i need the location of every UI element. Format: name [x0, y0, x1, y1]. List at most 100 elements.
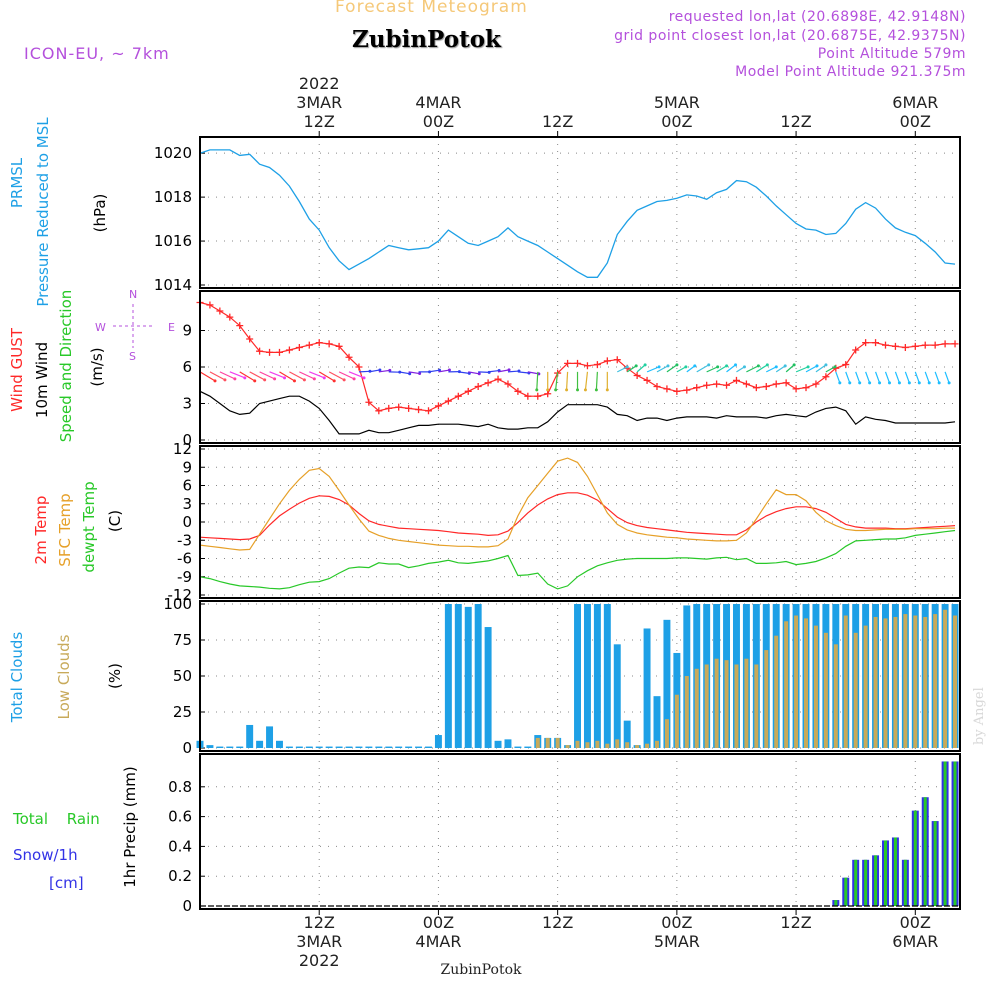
- top-time-label: 2022: [299, 74, 340, 93]
- wind-arrow-head: [838, 381, 842, 385]
- total-cloud-bar: [444, 604, 452, 748]
- compass-south: S: [129, 350, 136, 363]
- wind-arrow: [536, 371, 539, 390]
- gust-marker: [464, 387, 472, 395]
- gust-marker: [842, 361, 850, 369]
- total-cloud-bar: [385, 746, 393, 748]
- y-tick-label: 6: [182, 477, 192, 495]
- wind-arrow: [616, 366, 628, 373]
- low-cloud-bar: [615, 739, 620, 748]
- wind-arrow-head: [576, 388, 580, 392]
- wind-arrow-head: [213, 379, 217, 383]
- gust-marker: [395, 403, 403, 411]
- bottom-time-label: 12Z: [780, 913, 811, 932]
- wind-arrow: [855, 371, 861, 384]
- total-cloud-bar: [583, 604, 591, 748]
- gust-marker: [901, 344, 909, 352]
- wind-arrow-head: [643, 363, 647, 367]
- total-cloud-bar: [266, 726, 274, 748]
- wind-arrow-head: [868, 381, 872, 385]
- gust-marker: [653, 382, 661, 390]
- panel-frame: [199, 445, 961, 599]
- low-cloud-bar: [933, 614, 938, 748]
- total-cloud-bar: [345, 746, 353, 748]
- gust-marker: [325, 340, 333, 348]
- total-cloud-bar: [206, 745, 214, 748]
- gust-marker: [285, 346, 293, 354]
- gust-marker: [931, 341, 939, 349]
- gust-marker: [474, 382, 482, 390]
- low-cloud-bar: [833, 644, 838, 748]
- low-cloud-bar: [605, 743, 610, 748]
- wind-arrow: [259, 371, 275, 380]
- gust-marker: [881, 341, 889, 349]
- gust-marker: [494, 375, 502, 383]
- rain-bar: [913, 810, 917, 906]
- y-tick-label: -6: [177, 550, 192, 568]
- wind-arrow-head: [292, 379, 296, 383]
- wind-arrow-head: [887, 381, 891, 385]
- total-cloud-bar: [256, 740, 264, 748]
- wind-arrow: [507, 370, 520, 373]
- rain-bar: [923, 797, 927, 906]
- rain-bar: [953, 761, 957, 906]
- wind-arrow-head: [734, 363, 738, 367]
- wind-arrow: [318, 371, 335, 382]
- model-altitude: Model Point Altitude 921.375m: [735, 64, 966, 80]
- wind-arrow-head: [666, 364, 670, 368]
- gust-marker: [782, 379, 790, 387]
- wind-arrow-head: [233, 377, 237, 381]
- clouds-unit: (%): [106, 663, 124, 689]
- y-tick-label: 12: [173, 440, 192, 458]
- wind-arrow: [716, 365, 727, 373]
- low-cloud-bar: [873, 616, 878, 748]
- wind-arrow-head: [332, 379, 336, 383]
- total-cloud-bar: [216, 746, 224, 748]
- y-tick-label: 0: [182, 739, 192, 757]
- wind-line: [199, 390, 956, 435]
- wind-arrow: [845, 371, 851, 384]
- gust-marker: [613, 356, 621, 364]
- low-cloud-bar: [744, 658, 749, 748]
- y-tick-label: 1016: [154, 232, 192, 250]
- wind-arrow-head: [283, 376, 287, 380]
- wind-arrow-head: [243, 376, 247, 380]
- y-tick-label: 0.2: [168, 867, 192, 885]
- low-cloud-bar: [823, 632, 828, 748]
- low-cloud-bar: [893, 616, 898, 748]
- model-label: ICON-EU, ~ 7km: [24, 44, 170, 63]
- gust-marker: [424, 407, 432, 415]
- panel-frame: [199, 600, 961, 752]
- wind-arrow: [584, 371, 589, 390]
- total-cloud-bar: [524, 746, 532, 748]
- low-cloud-bar: [645, 743, 650, 748]
- y-tick-label: -12: [168, 586, 193, 604]
- total-cloud-bar: [434, 735, 442, 748]
- gust-marker: [355, 363, 363, 371]
- wind-arrow-head: [554, 388, 558, 392]
- y-tick-label: -9: [177, 568, 192, 586]
- low-cloud-bar: [794, 615, 799, 748]
- gust-marker: [216, 307, 224, 315]
- wind-arrow: [565, 371, 569, 390]
- wind-arrow: [488, 369, 500, 373]
- gust-marker: [723, 381, 731, 389]
- gust-marker: [593, 361, 601, 369]
- wind-arrow-head: [546, 388, 550, 392]
- total-cloud-bar: [464, 606, 472, 748]
- wind-unit: (m/s): [88, 347, 106, 386]
- bottom-time-label: 5MAR: [654, 932, 700, 951]
- low-cloud-bar: [655, 740, 659, 748]
- low-cloud-bar: [714, 658, 719, 748]
- total-cloud-bar: [226, 746, 234, 748]
- wind-arrow: [726, 364, 736, 373]
- gust-marker: [434, 402, 442, 410]
- bottom-time-label: 12Z: [542, 913, 573, 932]
- bottom-time-label: 6MAR: [892, 932, 938, 951]
- total-cloud-bar: [295, 746, 303, 748]
- rain-bar: [844, 877, 848, 906]
- gust-marker: [822, 373, 830, 381]
- wind-arrow-head: [437, 368, 441, 372]
- total-cloud-bar: [395, 746, 403, 748]
- rain-bar: [874, 855, 878, 906]
